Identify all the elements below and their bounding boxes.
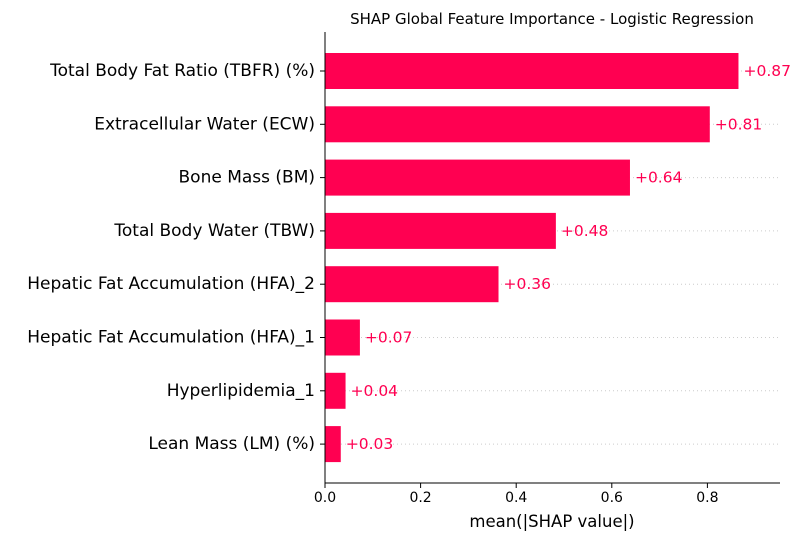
- category-label: Total Body Water (TBW): [113, 221, 315, 241]
- bar: [325, 53, 739, 89]
- bar: [325, 426, 341, 463]
- category-label: Lean Mass (LM) (%): [148, 434, 315, 454]
- x-tick-label: 0.0: [314, 490, 336, 506]
- bar-value-label: +0.04: [351, 382, 399, 400]
- x-axis-label: mean(|SHAP value|): [469, 512, 634, 531]
- bar-value-label: +0.07: [365, 329, 413, 347]
- bar: [325, 372, 346, 409]
- category-labels-group: Total Body Fat Ratio (TBFR) (%) Extracell…: [27, 61, 325, 454]
- x-tick-label: 0.2: [409, 490, 431, 506]
- category-label: Bone Mass (BM): [179, 168, 316, 188]
- category-label: Total Body Fat Ratio (TBFR) (%): [49, 61, 315, 81]
- chart-title: SHAP Global Feature Importance - Logisti…: [350, 10, 754, 28]
- category-label: Hyperlipidemia_1: [167, 381, 315, 401]
- bar: [325, 266, 499, 303]
- bar: [325, 319, 360, 356]
- bar-value-label: +0.81: [715, 115, 763, 133]
- category-label: Extracellular Water (ECW): [94, 114, 315, 134]
- x-tick-label: 0.8: [696, 490, 718, 506]
- bar: [325, 106, 710, 143]
- bars-group: [325, 53, 739, 463]
- bar: [325, 159, 630, 196]
- x-tick-label: 0.6: [601, 490, 623, 506]
- x-ticks-group: 0.0 0.2 0.4 0.6 0.8: [314, 483, 719, 506]
- bar: [325, 212, 556, 249]
- bar-value-label: +0.03: [346, 435, 394, 453]
- bar-value-label: +0.87: [743, 62, 791, 80]
- category-label: Hepatic Fat Accumulation (HFA)_1: [27, 328, 315, 348]
- x-tick-label: 0.4: [505, 490, 527, 506]
- bar-value-label: +0.64: [635, 169, 683, 187]
- value-labels-group: +0.87 +0.81 +0.64 +0.48 +0.36 +0.07 +0.04 +0.03: [346, 62, 791, 453]
- category-label: Hepatic Fat Accumulation (HFA)_2: [27, 274, 315, 294]
- bar-value-label: +0.48: [561, 222, 609, 240]
- bar-value-label: +0.36: [504, 275, 552, 293]
